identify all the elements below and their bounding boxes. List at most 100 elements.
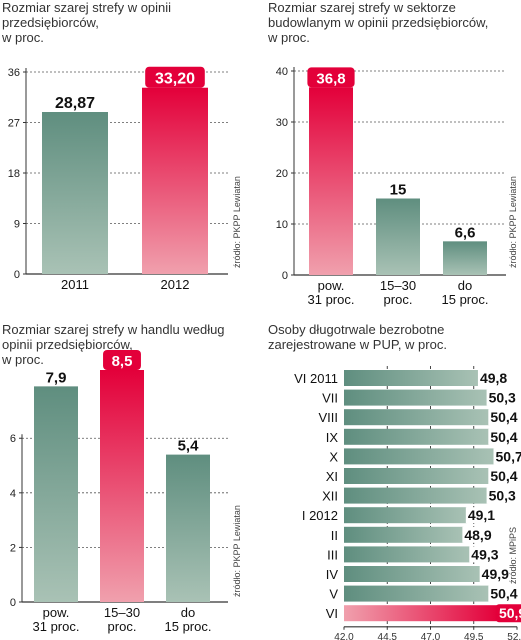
bar [166, 454, 210, 602]
chart-source: źródło: MPiPS [508, 526, 518, 584]
y-tick-label: VI [326, 606, 338, 621]
chart-title: Rozmiar szarej strefy w handlu według op… [2, 322, 225, 367]
bar [344, 605, 498, 622]
y-tick-label: V [329, 587, 338, 602]
y-tick-label: XII [322, 489, 338, 504]
chart-panel-2: Rozmiar szarej strefy w sektorze budowla… [264, 0, 521, 307]
y-tick-label: 10 [276, 219, 288, 231]
y-tick-label: 20 [276, 168, 288, 180]
value-label: 8,5 [112, 353, 133, 370]
bar [344, 487, 488, 504]
value-label-badge [495, 604, 521, 623]
value-label: 49,1 [468, 507, 495, 523]
bar [344, 409, 490, 426]
chart-source: źródło: PKPP Lewiatan [508, 176, 518, 268]
value-label: 49,9 [482, 566, 509, 582]
x-tick-label: 2011 [61, 277, 89, 292]
chart-panel-1: Rozmiar szarej strefy w opinii przedsięb… [0, 0, 260, 300]
chart-title: Rozmiar szarej strefy w sektorze budowla… [268, 0, 489, 45]
bar-chart-shadow-economy: 0 9 18 27 36 28,87 2011 33,20 2012 [8, 66, 228, 292]
value-label: 50,3 [489, 390, 516, 406]
value-label-bg [488, 585, 521, 602]
bar [42, 112, 108, 274]
bar [34, 386, 78, 602]
x-tick-label: 49,5 [464, 632, 484, 640]
value-label: 6,6 [455, 224, 476, 241]
bar [344, 448, 495, 465]
y-tick-label: II [331, 528, 338, 543]
value-label: 33,20 [155, 71, 195, 88]
x-tick-label: 47,0 [421, 632, 441, 640]
y-tick-label: IV [326, 567, 339, 582]
value-label-badge [307, 67, 355, 88]
chart-title: Rozmiar szarej strefy w opinii przedsięb… [2, 0, 172, 45]
bar [443, 241, 487, 275]
x-tick-label: 42,0 [334, 632, 354, 640]
value-label: 5,4 [178, 438, 200, 455]
value-label-badge [103, 350, 141, 370]
chart-source: źródło: PKPP Lewiatan [232, 505, 242, 597]
bar [344, 389, 488, 406]
y-tick-label: VI 2011 [294, 371, 338, 386]
value-label: 28,87 [55, 95, 95, 112]
x-tick-label: do [181, 605, 195, 620]
x-tick-label: 15–30 [380, 278, 416, 293]
x-tick-label: 15 proc. [442, 292, 489, 307]
y-tick-label: 27 [8, 118, 20, 130]
chart-panel-3: Rozmiar szarej strefy w handlu według op… [0, 322, 260, 640]
x-tick-label: 15–30 [104, 605, 140, 620]
x-tick-label: proc. [384, 292, 413, 307]
value-label: 49,8 [480, 370, 507, 386]
x-tick-label: pow. [43, 605, 70, 620]
value-label: 49,3 [471, 546, 498, 562]
x-tick-label: 15 proc. [165, 619, 212, 634]
y-tick-label: 0 [10, 597, 16, 609]
y-tick-label: X [329, 449, 338, 464]
value-label: 15 [390, 182, 407, 199]
y-tick-label: 4 [10, 488, 16, 500]
value-label-bg [469, 546, 503, 563]
value-label-bg [488, 409, 521, 426]
value-label-bg [493, 448, 521, 465]
y-tick-label: 30 [276, 117, 288, 129]
bar [344, 370, 479, 386]
value-label: 50,9 [499, 605, 521, 621]
value-label: 48,9 [464, 527, 491, 543]
y-tick-label: 0 [282, 270, 288, 282]
x-tick-label: 31 proc. [33, 619, 80, 634]
x-tick-label: 44,5 [378, 632, 398, 640]
bar [344, 566, 481, 582]
y-tick-label: XI [326, 469, 338, 484]
bar [344, 428, 490, 445]
bar [344, 546, 471, 563]
bar [376, 198, 420, 275]
y-tick-label: 6 [10, 433, 16, 445]
y-tick-label: IX [326, 430, 339, 445]
bar [100, 370, 144, 602]
x-tick-label: pow. [318, 278, 345, 293]
value-label-bg [462, 526, 496, 543]
x-tick-label: 52,0 [507, 632, 521, 640]
value-label: 7,9 [46, 369, 67, 386]
value-label: 50,4 [490, 468, 517, 484]
value-label-bg [486, 389, 520, 406]
y-tick-label: 9 [14, 219, 20, 231]
y-tick-label: 2 [10, 542, 16, 554]
x-tick-label: 2012 [161, 277, 190, 292]
value-label: 50,4 [490, 586, 517, 602]
y-tick-label: VII [322, 391, 338, 406]
value-label: 50,3 [489, 488, 516, 504]
value-label: 50,4 [490, 409, 517, 425]
y-tick-label: VIII [318, 410, 338, 425]
bar [344, 526, 464, 543]
y-tick-label: 0 [14, 269, 20, 281]
bar [344, 468, 490, 484]
bar [142, 87, 208, 274]
value-label-bg [477, 370, 511, 386]
chart-panel-4: Osoby długotrwale bezrobotne zarejestrow… [264, 322, 521, 640]
bar [344, 585, 490, 602]
value-label: 50,7 [496, 448, 521, 464]
y-tick-label: III [327, 547, 338, 562]
